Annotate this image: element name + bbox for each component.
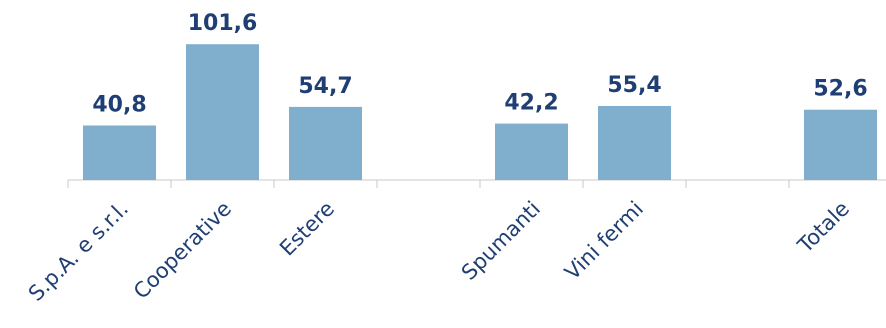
- bar: [83, 125, 156, 180]
- data-label: 101,6: [188, 11, 258, 36]
- category-label: Vini fermi: [560, 197, 648, 285]
- data-label: 40,8: [92, 92, 146, 117]
- bar: [289, 106, 362, 180]
- bar: [804, 109, 877, 180]
- bar: [495, 123, 568, 180]
- category-label: Cooperative: [129, 197, 236, 304]
- data-label: 42,2: [504, 91, 558, 116]
- category-label: Spumanti: [457, 197, 545, 285]
- category-label: Estere: [275, 197, 339, 261]
- category-label: Totale: [793, 197, 854, 258]
- category-label: S.p.A. e s.r.l.: [24, 197, 133, 306]
- data-label: 54,7: [298, 74, 352, 99]
- x-axis-ticks: [67, 180, 790, 188]
- data-label: 55,4: [607, 73, 661, 98]
- bar: [598, 105, 671, 180]
- data-label: 52,6: [813, 77, 867, 102]
- value-labels-group: 40,8 101,6 54,7 42,2 55,4 52,6: [92, 11, 867, 117]
- bars-group: [83, 44, 877, 180]
- category-labels-group: S.p.A. e s.r.l.Cooperative Estere Spumanti…: [24, 197, 854, 306]
- bar: [186, 44, 259, 180]
